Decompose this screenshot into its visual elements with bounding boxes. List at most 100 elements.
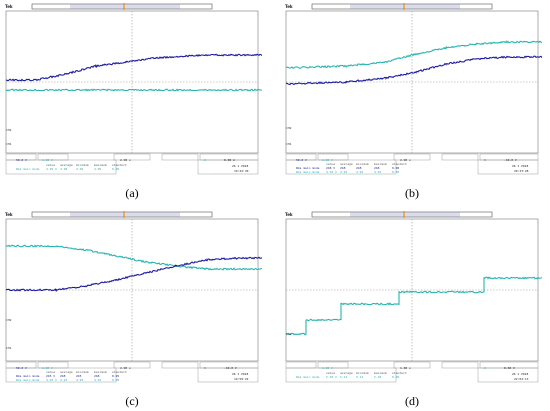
meas-cell: 4.99 [94,167,102,171]
ch2-scale: 1.00 V [42,158,53,162]
ch2-waveform [5,88,262,92]
brand-label: Tek [5,4,13,9]
meas-header: average [60,163,73,167]
meas-header: maximum [374,162,387,166]
panel-caption: (b) [405,186,419,200]
meas-cell: 4.92 [374,170,382,174]
meas-cell: 0.95 [112,374,120,378]
readout-box [113,361,151,369]
record-bar-view [350,212,460,217]
scope-panel-a: Tek CH2 CH1 50.0 V 1.00 V 2.00 s 2 8.00 … [2,2,262,176]
scope-time: 22:02:13 [514,377,529,381]
ch2-waveform [285,276,542,336]
scope-date: 26 1 2018 [512,164,529,168]
scope-date: 26 1 2018 [232,372,249,376]
meas-cell: 248 [356,166,362,170]
readout-box [197,159,259,175]
timebase: 1.00 s [400,366,411,370]
timebase: 2.00 s [120,158,131,162]
timebase: 2.00 s [400,158,411,162]
meas-header: standard [112,163,127,167]
readout-box [161,361,199,369]
meas-cell: 245 [76,374,82,378]
meas-header: average [60,370,73,374]
meas-row-label: Rms main mode [16,378,40,382]
meas-cell: 245 V [46,374,56,378]
meas-cell: 248 [340,166,346,170]
meas-cell: 248 [60,374,66,378]
meas-header: standard [392,371,407,375]
meas-header: minimum [356,162,369,166]
meas-header: value [326,162,336,166]
scope-panel-d: Tek CH2 1.00 V 1.00 s 2 8.60 V value ave… [282,210,542,384]
readout-box [477,159,539,175]
meas-cell: 0.00 [112,378,120,382]
readout-box [285,367,397,383]
ch1-waveform [5,256,262,293]
ch-label: CH2 [286,332,292,336]
record-bar-view [70,212,180,217]
brand-label: Tek [285,212,293,217]
meas-header: value [46,370,56,374]
meas-header: minimum [76,370,89,374]
scope-panel-b: Tek CH2 CH1 50.0 V 1.00 V 2.00 s 3 -40.0… [282,2,542,176]
ch2-waveform [5,244,262,271]
readout-box [477,367,539,383]
meas-cell: 4.92 [356,170,364,174]
meas-cell: 248 [374,166,380,170]
ch1-scale: 50.0 V [296,158,307,162]
meas-row-label: Rms main mode [16,374,40,378]
panel-caption: (c) [125,394,139,408]
meas-cell: 0.00 [392,375,400,379]
meas-header: maximum [94,163,107,167]
meas-cell: 4.99 V [46,167,57,171]
trigger-level: 8.60 V [504,366,515,370]
meas-header: standard [392,162,407,166]
ch-label: CH2 [286,126,292,130]
meas-row-label: Rms main mode [296,375,320,379]
record-bar-view [350,4,460,9]
brand-label: Tek [285,4,293,9]
meas-cell: 248 V [326,166,336,170]
scope-screen-svg [285,3,542,175]
trigger-channel: 3 [204,366,206,370]
meas-cell: 4.93 V [46,378,57,382]
readout-box [393,361,431,369]
meas-cell: 5.18 V [326,375,337,379]
ch1-waveform [6,53,262,82]
ch2-scale: 1.00 V [42,366,53,370]
ch1-scale: 50.0 V [16,366,27,370]
ch2-scale: 1.00 V [322,158,333,162]
readout-box [441,361,479,369]
meas-header: minimum [76,163,89,167]
panel-caption: (a) [125,186,139,200]
trigger-channel: 2 [204,158,206,162]
ch1-waveform [286,55,542,86]
scope-time: 20:33:28 [514,169,529,173]
meas-cell: 4.92 [340,170,348,174]
meas-cell: 4.93 [94,378,102,382]
trigger-channel: 2 [484,366,486,370]
meas-row-label: Rms main mode [296,170,320,174]
meas-row-label: Rms main mode [16,167,40,171]
trigger-level: -40.0 V [504,158,517,162]
scope-time: 19:22:30 [234,169,249,173]
scope-panel-c: Tek CH2 CH1 50.0 V 1.00 V 2.00 s 3 -40.0… [2,210,262,384]
ch1-scale: 50.0 V [16,158,27,162]
ch-label: CH2 [6,318,12,322]
trigger-level: -40.0 V [224,366,237,370]
meas-header: minimum [356,371,369,375]
meas-row-label: Rms main mode [296,166,320,170]
scope-screen-svg [5,211,262,383]
readout-box [441,153,479,161]
ch2-scale: 1.00 V [322,366,333,370]
meas-cell: 0.00 [112,167,120,171]
trigger-level: 8.00 A [224,158,235,162]
readout-box [285,361,317,369]
meas-header: maximum [374,371,387,375]
ch-label: CH2 [6,128,12,132]
meas-header: value [46,163,56,167]
readout-box [5,367,117,383]
readout-box [113,153,151,161]
meas-cell: 5.13 [340,375,348,379]
